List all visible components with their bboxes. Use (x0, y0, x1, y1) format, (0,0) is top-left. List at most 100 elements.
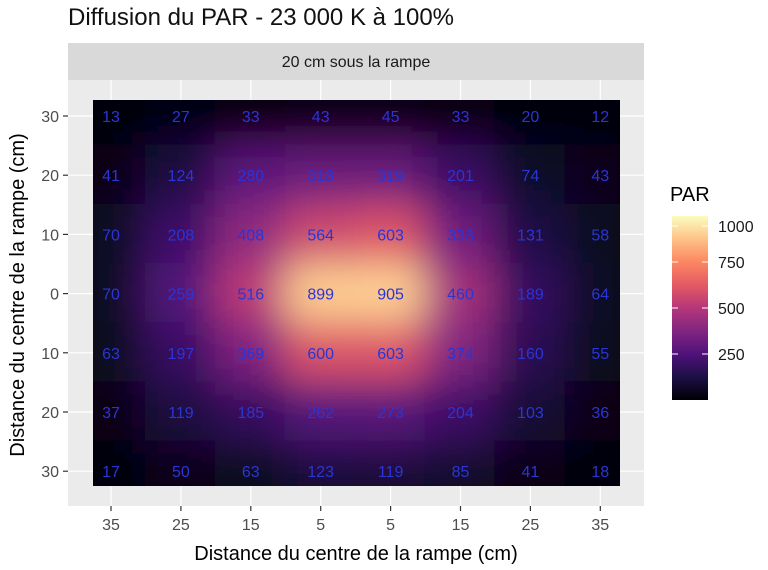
heatmap-cell (214, 144, 287, 206)
y-tick-label: 20 (41, 168, 59, 185)
cell-value: 204 (447, 405, 474, 422)
cell-value: 564 (307, 227, 334, 244)
cell-value: 119 (378, 464, 404, 481)
heatmap-cell (144, 440, 217, 486)
cell-value: 12 (591, 109, 609, 126)
cell-value: 41 (522, 464, 540, 481)
heatmap-cell (564, 100, 620, 147)
heatmap-cell (424, 322, 497, 384)
cell-value: 45 (382, 109, 400, 126)
heatmap-cell (144, 263, 217, 325)
y-tick-label: 30 (41, 109, 59, 126)
cell-value: 85 (452, 464, 470, 481)
heatmap-cell (494, 203, 567, 265)
legend-tick-label: 1000 (718, 219, 754, 236)
legend-tick-label: 250 (718, 347, 745, 364)
heatmap-cell (354, 381, 427, 443)
heatmap-cell (494, 440, 567, 486)
heatmap-cell (424, 144, 497, 206)
heatmap-cell (284, 322, 357, 384)
heatmap-cell (93, 381, 147, 443)
heatmap-cell (284, 440, 357, 486)
x-tick-label: 35 (591, 517, 609, 534)
cell-value: 131 (517, 227, 544, 244)
cell-value: 374 (447, 346, 474, 363)
cell-value: 600 (307, 346, 334, 363)
value-labels: 13 27 33 43 45 33 20 12 41 124 280 318 319 201 74 43 70 2… (102, 109, 609, 481)
cell-value: 70 (102, 287, 120, 304)
heatmap-cell (93, 100, 147, 147)
heatmap-cell (424, 100, 497, 147)
heatmap-cell (354, 100, 427, 147)
cell-value: 33 (242, 109, 260, 126)
legend-title: PAR (670, 184, 710, 206)
heatmap-field (93, 100, 620, 486)
heatmap-cell (424, 203, 497, 265)
cell-value: 460 (447, 287, 474, 304)
heatmap-cell (144, 100, 217, 147)
heatmap-cell (494, 322, 567, 384)
legend-ticks: 250 500 750 1000 (672, 219, 754, 364)
cell-value: 262 (307, 405, 334, 422)
x-axis-title: Distance du centre de la rampe (cm) (194, 543, 517, 565)
cell-value: 50 (172, 464, 190, 481)
cell-value: 63 (102, 346, 120, 363)
legend-tick-label: 500 (718, 301, 745, 318)
cell-value: 17 (102, 464, 120, 481)
x-axis-ticks: 35 25 15 5 5 15 25 35 (102, 506, 609, 534)
cell-value: 33 (452, 109, 470, 126)
y-tick-label: 30 (41, 464, 59, 481)
cell-value: 20 (522, 109, 540, 126)
heatmap-cell (494, 144, 567, 206)
cell-value: 208 (168, 227, 195, 244)
cell-value: 899 (307, 287, 334, 304)
heatmap-cell (424, 440, 497, 486)
heatmap-cell (284, 381, 357, 443)
cell-value: 27 (172, 109, 190, 126)
cell-value: 58 (591, 227, 609, 244)
heatmap-cell (93, 203, 147, 265)
heatmap-cell (144, 203, 217, 265)
heatmap-cell (214, 203, 287, 265)
cell-value: 603 (377, 346, 404, 363)
cell-value: 37 (102, 405, 120, 422)
heatmap-cell (564, 440, 620, 486)
cell-value: 74 (522, 168, 540, 185)
heatmap-cell (93, 263, 147, 325)
cell-value: 124 (168, 168, 195, 185)
x-tick-label: 25 (172, 517, 190, 534)
heatmap-cell (214, 100, 287, 147)
cell-value: 18 (591, 464, 609, 481)
heatmap-cell (424, 381, 497, 443)
x-tick-label: 35 (102, 517, 120, 534)
cell-value: 103 (517, 405, 544, 422)
heatmap-cell (494, 100, 567, 147)
cell-value: 408 (237, 227, 264, 244)
heatmap-cell (214, 263, 287, 325)
heatmap-cell (93, 144, 147, 206)
heatmap-cell (494, 381, 567, 443)
heatmap-cell (354, 440, 427, 486)
cell-value: 259 (168, 287, 195, 304)
heatmap-cell (284, 100, 357, 147)
y-tick-label: 10 (41, 346, 59, 363)
heatmap-cell (354, 322, 427, 384)
chart-title: Diffusion du PAR - 23 000 K à 100% (68, 4, 455, 31)
heatmap-cell (93, 440, 147, 486)
heatmap-cell (354, 203, 427, 265)
cell-value: 333 (447, 227, 474, 244)
heatmap-cell (564, 322, 620, 384)
heatmap-cell (354, 263, 427, 325)
heatmap-cell (144, 144, 217, 206)
cell-value: 55 (591, 346, 609, 363)
x-tick-label: 25 (522, 517, 540, 534)
cell-value: 201 (447, 168, 474, 185)
heatmap-cell (144, 322, 217, 384)
cell-value: 280 (237, 168, 264, 185)
cell-value: 369 (237, 346, 264, 363)
cell-value: 43 (312, 109, 330, 126)
cell-value: 70 (102, 227, 120, 244)
facet-strip-label: 20 cm sous la rampe (282, 54, 431, 71)
cell-value: 273 (377, 405, 404, 422)
